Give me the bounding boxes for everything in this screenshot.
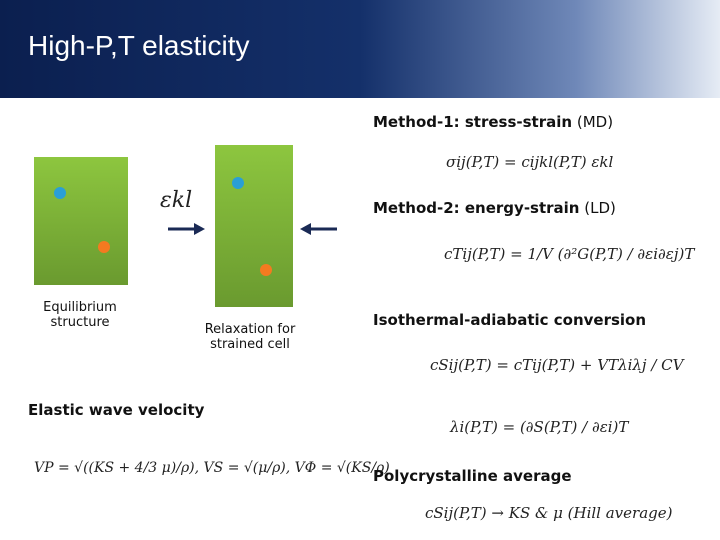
equation: cSij(P,T) = cTij(P,T) + VTλiλj / CV — [430, 356, 684, 374]
equation: σij(P,T) = cijkl(P,T) εkl — [446, 153, 614, 171]
label: Method-2: energy-strain — [373, 199, 580, 217]
method1-label: Method-1: stress-strain (MD) — [373, 113, 613, 131]
atom — [232, 177, 244, 189]
atom — [260, 264, 272, 276]
arrows — [168, 223, 337, 235]
equation: VP = √((KS + 4/3 μ)/ρ), VS = √(μ/ρ), VΦ … — [34, 460, 390, 476]
label: Method-1: stress-strain — [373, 113, 573, 131]
note: (LD) — [584, 199, 616, 217]
wave-label: Elastic wave velocity — [28, 401, 205, 419]
equation: cTij(P,T) = 1/V (∂²G(P,T) / ∂εi∂εj)T — [444, 245, 695, 263]
method2-label: Method-2: energy-strain (LD) — [373, 199, 616, 217]
equilibrium-box — [34, 157, 128, 285]
atom — [98, 241, 110, 253]
conversion-label: Isothermal-adiabatic conversion — [373, 311, 647, 329]
atom — [54, 187, 66, 199]
equation: cSij(P,T) → KS & μ (Hill average) — [425, 504, 673, 522]
equation: λi(P,T) = (∂S(P,T) / ∂εi)T — [450, 418, 629, 436]
caption: Equilibrium structure — [43, 300, 117, 330]
strain-symbol: εkl — [160, 188, 193, 213]
note: (MD) — [576, 113, 614, 131]
strained-box — [215, 145, 293, 307]
header-bar — [0, 0, 720, 98]
caption: Relaxation for strained cell — [204, 322, 296, 352]
slide-title: High-P,T elasticity — [28, 30, 250, 61]
average-label: Polycrystalline average — [373, 467, 572, 485]
